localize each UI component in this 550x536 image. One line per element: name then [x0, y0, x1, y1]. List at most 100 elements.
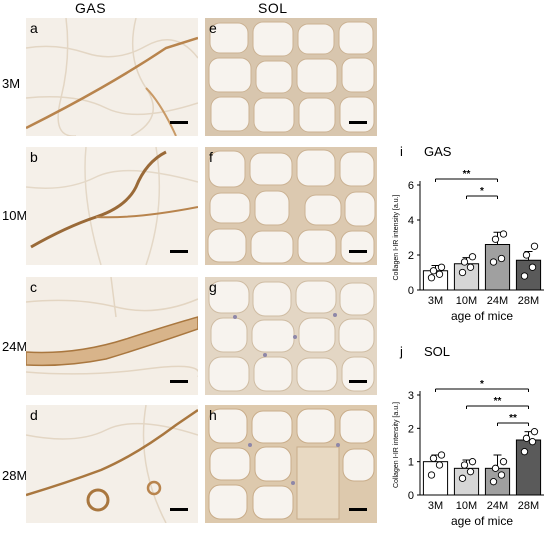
- data-point: [497, 471, 506, 479]
- micrograph-sol-3m: e: [205, 18, 377, 136]
- chart-i: i GAS 0 2 4 6 Collagen I-IR intensity [a.u.] 3M…: [393, 144, 544, 323]
- data-point: [520, 448, 529, 456]
- tissue-image: [26, 405, 198, 523]
- scale-bar: [349, 380, 367, 383]
- data-point: [499, 458, 508, 466]
- panel-letter-a: a: [30, 20, 38, 36]
- x-tick-label: 10M: [456, 295, 477, 307]
- micrograph-gas-10m: b: [26, 147, 198, 265]
- chart-panel-letter: i: [400, 144, 403, 159]
- sol-column-header: SOL: [258, 0, 288, 16]
- bar-24M: [484, 467, 511, 496]
- tissue-image: [205, 277, 377, 395]
- significance-label: *: [480, 379, 484, 390]
- significance-label: **: [463, 169, 471, 180]
- panel-letter-b: b: [30, 149, 38, 165]
- row-label-3m: 3M: [2, 76, 21, 91]
- tissue-image: [205, 147, 377, 265]
- data-point: [466, 468, 475, 476]
- chart-title: SOL: [424, 344, 450, 359]
- chart-panel-letter: j: [399, 344, 403, 359]
- x-axis-label: age of mice: [451, 514, 513, 528]
- data-point: [530, 428, 539, 436]
- micrograph-gas-24m: c: [26, 277, 198, 395]
- micrograph-sol-10m: f: [205, 147, 377, 265]
- scale-bar: [349, 121, 367, 124]
- scale-bar: [170, 380, 188, 383]
- panel-letter-d: d: [30, 407, 38, 423]
- data-point: [530, 242, 539, 250]
- data-point: [435, 270, 444, 278]
- panel-letter-g: g: [209, 279, 217, 295]
- x-tick-label: 28M: [518, 500, 539, 512]
- row-label-10m: 10M: [2, 208, 28, 223]
- y-tick-label: 3: [408, 390, 414, 402]
- panel-letter-c: c: [30, 279, 37, 295]
- x-tick-label: 10M: [456, 500, 477, 512]
- tissue-image: [26, 147, 198, 265]
- data-point: [491, 235, 500, 243]
- data-point: [466, 263, 475, 271]
- data-point: [468, 458, 477, 466]
- y-tick-label: 0: [408, 285, 414, 297]
- data-point: [429, 454, 438, 462]
- panel-letter-h: h: [209, 407, 217, 423]
- significance-label: **: [494, 396, 502, 407]
- y-tick-label: 6: [408, 180, 414, 192]
- bar-28M: [515, 439, 542, 496]
- data-point: [429, 267, 438, 275]
- chart-j: j SOL 0 1 2 3 Collagen I-IR intensity [a.u.] 3M…: [393, 344, 544, 528]
- significance-label: **: [509, 413, 517, 424]
- data-point: [499, 230, 508, 238]
- bar-3M: [422, 461, 449, 496]
- y-tick-label: 4: [408, 215, 414, 227]
- data-point: [437, 263, 446, 271]
- panel-letter-e: e: [209, 20, 217, 36]
- bar-24M: [484, 244, 511, 291]
- data-point: [460, 258, 469, 266]
- micrograph-gas-3m: a: [26, 18, 198, 136]
- y-axis-label: Collagen I-IR intensity [a.u.]: [393, 402, 400, 488]
- data-point: [522, 434, 531, 442]
- data-point: [460, 461, 469, 469]
- data-point: [458, 268, 467, 277]
- tissue-image: [205, 405, 377, 523]
- scale-bar: [170, 250, 188, 253]
- bar-charts: i GAS 0 2 4 6 Collagen I-IR intensity [a.u.] 3M…: [393, 144, 544, 528]
- x-tick-label: 3M: [428, 295, 443, 307]
- micrograph-sol-28m: h: [205, 405, 377, 523]
- chart-title: GAS: [424, 144, 452, 159]
- bar-10M: [453, 263, 480, 291]
- scale-bar: [349, 508, 367, 511]
- data-point: [458, 474, 467, 482]
- y-tick-label: 2: [408, 423, 414, 435]
- tissue-image: [205, 18, 377, 136]
- micrograph-sol-24m: g: [205, 277, 377, 395]
- micrograph-gas-28m: d: [26, 405, 198, 523]
- data-point: [497, 254, 506, 263]
- bar-28M: [515, 259, 542, 291]
- data-point: [468, 253, 477, 261]
- scale-bar: [170, 121, 188, 124]
- data-point: [522, 251, 531, 259]
- significance-label: *: [480, 186, 484, 197]
- tissue-image: [26, 18, 198, 136]
- row-label-28m: 28M: [2, 468, 28, 483]
- scale-bar: [170, 508, 188, 511]
- data-point: [491, 464, 500, 472]
- y-tick-label: 1: [408, 457, 414, 469]
- data-point: [520, 272, 529, 280]
- scale-bar: [349, 250, 367, 253]
- x-axis-label: age of mice: [451, 309, 513, 323]
- y-tick-label: 0: [408, 490, 414, 502]
- data-point: [427, 274, 436, 282]
- row-label-24m: 24M: [2, 339, 28, 354]
- data-point: [528, 438, 537, 446]
- bar-10M: [453, 467, 480, 496]
- data-point: [427, 471, 436, 479]
- data-point: [489, 478, 498, 486]
- x-tick-label: 24M: [487, 500, 508, 512]
- x-tick-label: 3M: [428, 500, 443, 512]
- data-point: [489, 258, 498, 266]
- y-tick-label: 2: [408, 250, 414, 262]
